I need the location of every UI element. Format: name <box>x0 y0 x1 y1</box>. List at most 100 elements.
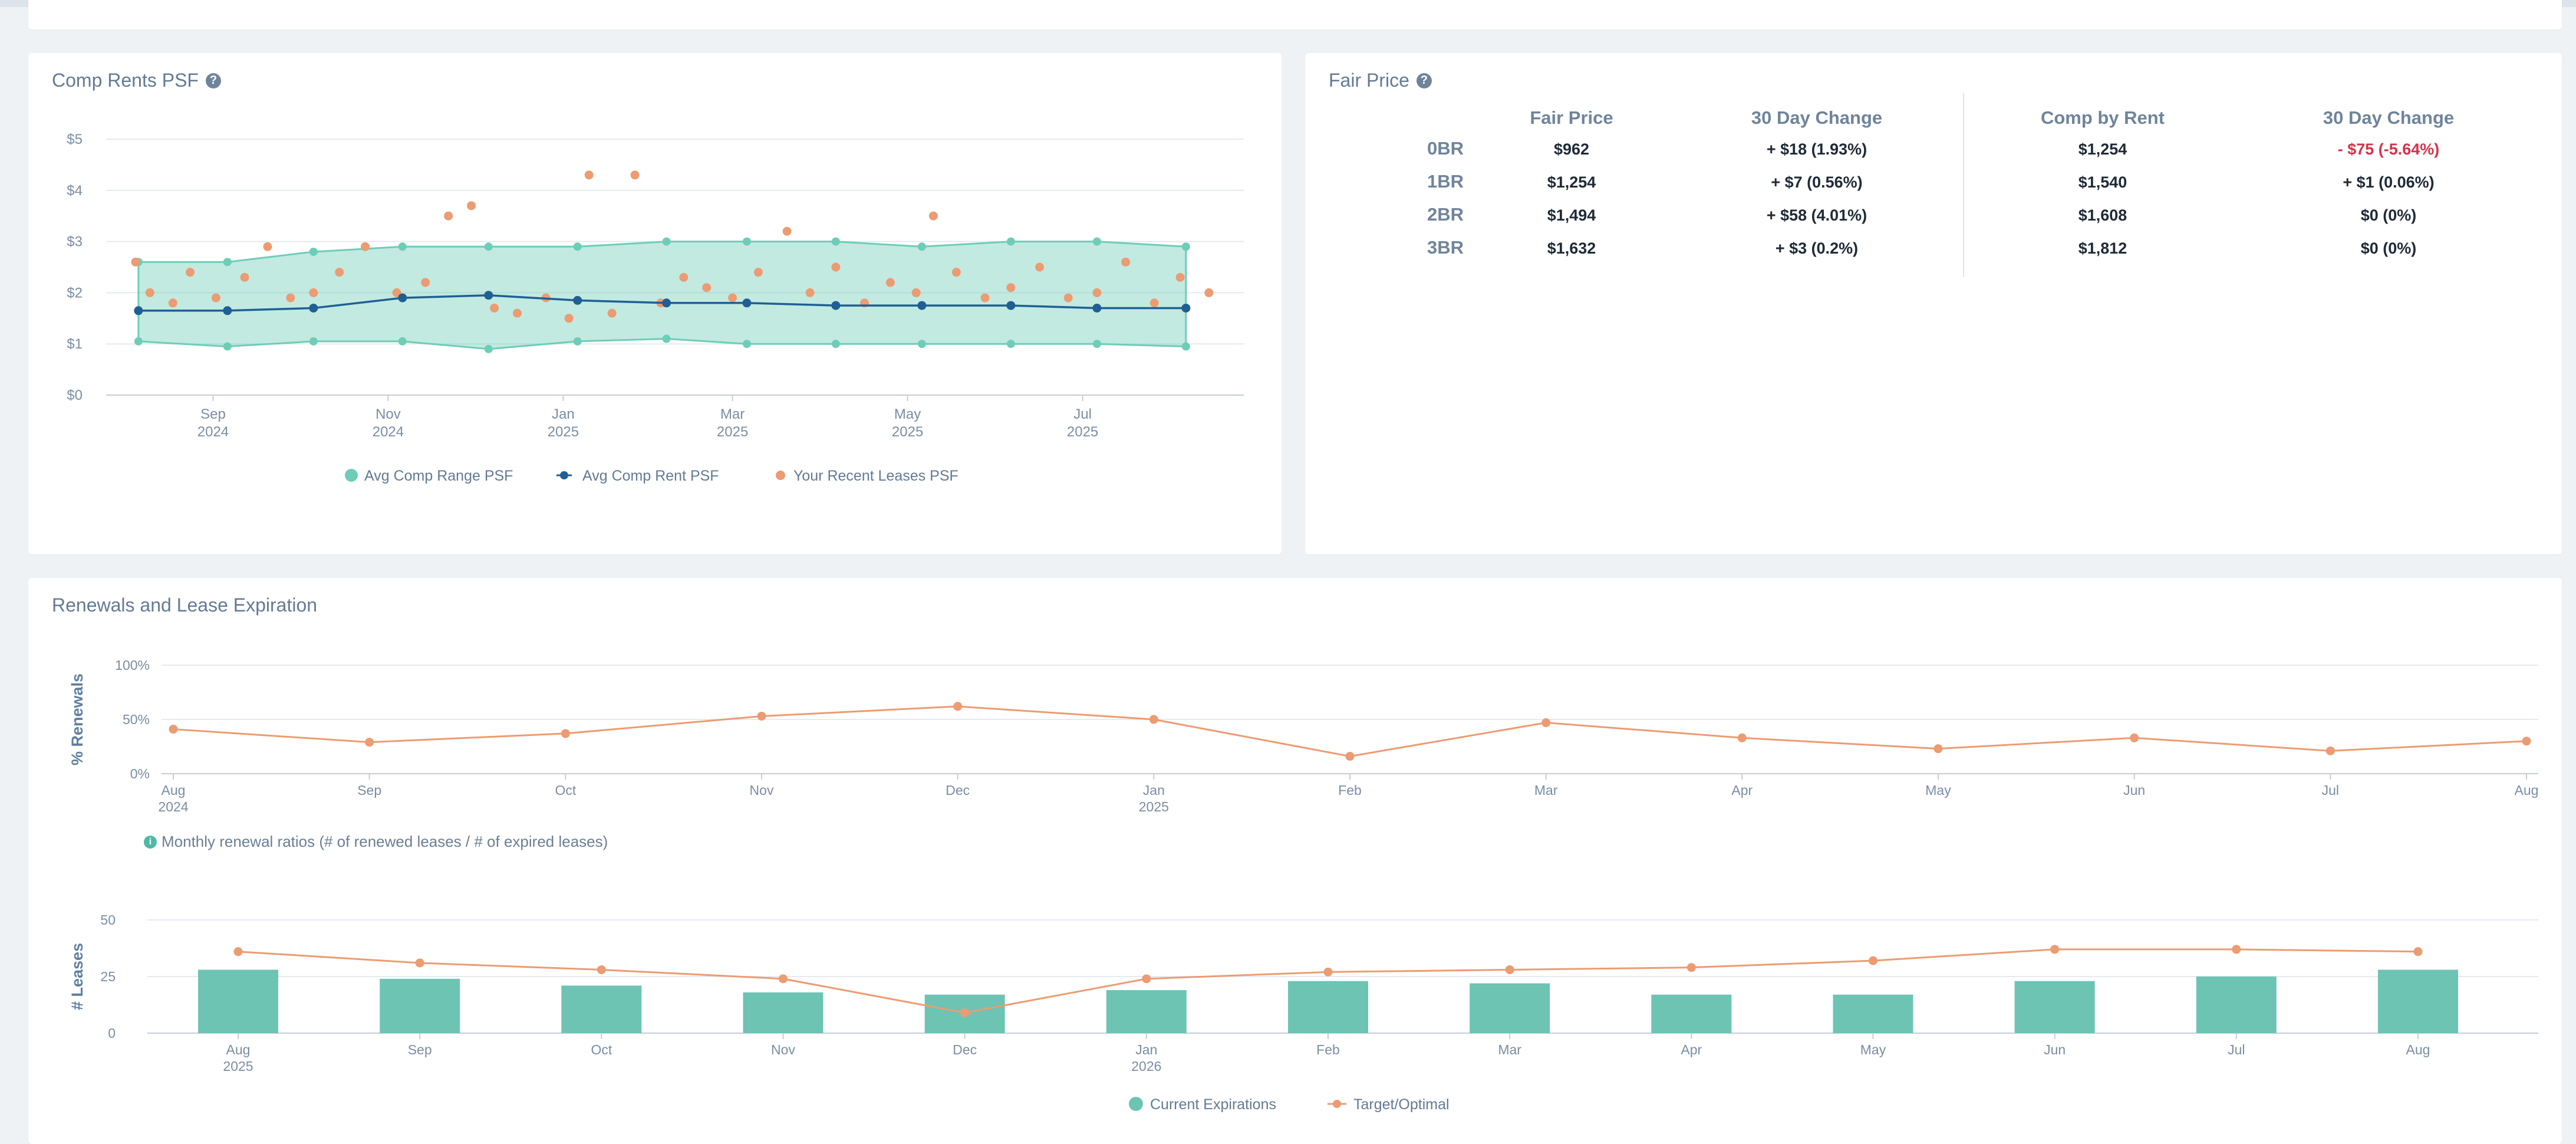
renewal-point <box>1345 752 1355 761</box>
y-tick-label: $5 <box>67 132 83 147</box>
comp-rent-value: $1,812 <box>2078 239 2127 257</box>
fair-price-value: $1,254 <box>1547 173 1596 191</box>
comp-rents-card: Comp Rents PSF ? $0 $1 $2 $3 $4 $5 Sep 2024 Nov 2… <box>28 53 1282 554</box>
expiration-bar <box>1470 983 1550 1033</box>
expiration-bar <box>1651 994 1732 1033</box>
unit-type-label: 1BR <box>1427 171 1464 192</box>
comp-rent-change: $0 (0%) <box>2360 239 2417 257</box>
expiration-bar <box>1106 990 1187 1033</box>
recent-lease-point <box>309 288 318 297</box>
comp-range-point <box>398 242 407 251</box>
x-tick-year: 2026 <box>1131 1058 1161 1074</box>
renewal-point <box>953 702 963 711</box>
renewal-info-note: i Monthly renewal ratios (# of renewed l… <box>144 833 608 851</box>
x-tick-label: May <box>1925 783 1951 798</box>
x-tick-label: Jul <box>1073 406 1092 422</box>
legend-label: Avg Comp Rent PSF <box>582 468 719 484</box>
fair-price-divider <box>1963 93 1964 277</box>
fair-price-title-row: Fair Price ? <box>1329 70 1432 91</box>
x-tick-year: 2025 <box>548 424 579 440</box>
y-tick-label: $4 <box>67 183 83 199</box>
comp-range-point <box>398 337 407 346</box>
recent-lease-point <box>145 288 154 297</box>
recent-lease-point <box>263 242 272 251</box>
x-tick-year: 2025 <box>892 424 923 440</box>
target-point <box>1869 956 1877 965</box>
x-tick-label: Oct <box>555 783 576 798</box>
help-icon[interactable]: ? <box>205 73 221 88</box>
target-point <box>779 974 788 984</box>
expiration-bar <box>2196 977 2277 1033</box>
recent-lease-point <box>286 293 295 303</box>
recent-lease-point <box>1121 257 1131 267</box>
x-tick-label: Feb <box>1316 1042 1340 1057</box>
help-icon[interactable]: ? <box>1416 73 1432 88</box>
recent-lease-point <box>911 288 921 297</box>
x-tick-label: Nov <box>375 406 401 422</box>
recent-lease-point <box>186 268 195 277</box>
target-point <box>2413 947 2423 956</box>
y-tick-label: $3 <box>67 234 83 250</box>
x-tick-label: Jan <box>1143 783 1165 798</box>
recent-lease-point <box>421 278 430 287</box>
comp-range-point <box>223 342 232 351</box>
recent-lease-point <box>753 268 763 277</box>
y-axis-label: # Leases <box>68 943 86 1010</box>
recent-lease-point <box>702 283 711 292</box>
y-tick-label: 0 <box>108 1025 116 1041</box>
expiration-bar <box>561 985 642 1033</box>
recent-lease-point <box>1175 272 1185 282</box>
y-axis-label: % Renewals <box>68 673 86 765</box>
fair-price-change: + $3 (0.2%) <box>1775 239 1859 257</box>
y-tick-label: 50% <box>123 712 150 727</box>
recent-lease-point <box>444 211 453 221</box>
x-tick-label: Apr <box>1681 1042 1702 1057</box>
renewal-line <box>173 705 2527 758</box>
comp-range-point <box>917 242 926 251</box>
fair-price-change: + $58 (4.01%) <box>1766 206 1867 224</box>
recent-lease-point <box>607 308 617 318</box>
y-tick-label: $1 <box>67 336 83 352</box>
legend-label: Target/Optimal <box>1353 1096 1450 1113</box>
avg-comp-rent-point <box>662 298 671 308</box>
recent-lease-point <box>805 288 815 297</box>
x-tick-label: Jan <box>552 406 575 422</box>
comp-range-point <box>573 242 582 251</box>
avg-comp-rent-point <box>1006 301 1016 310</box>
target-point <box>1323 967 1333 977</box>
expiration-bar <box>380 978 460 1033</box>
recent-lease-point <box>584 170 594 180</box>
avg-comp-rent-point <box>1181 303 1191 313</box>
x-tick-label: Sep <box>408 1042 432 1057</box>
y-tick-label: $0 <box>67 387 83 403</box>
x-tick-label: Feb <box>1338 783 1362 798</box>
recent-lease-point <box>467 201 476 211</box>
x-tick-label: May <box>1860 1042 1886 1057</box>
comp-range-point <box>742 237 751 246</box>
recent-lease-point <box>951 268 961 277</box>
x-tick-year: 2025 <box>223 1058 253 1074</box>
recent-lease-point <box>630 170 640 180</box>
recent-lease-point <box>885 278 895 287</box>
comp-range-point <box>917 340 926 349</box>
fair-price-value: $962 <box>1553 140 1590 158</box>
comp-range-point <box>1181 242 1190 251</box>
fair-price-title: Fair Price <box>1329 70 1409 91</box>
comp-range-point <box>134 337 143 346</box>
y-tick-label: 50 <box>100 912 116 928</box>
recent-lease-point <box>392 288 401 297</box>
renewal-point <box>2522 737 2531 746</box>
avg-comp-rent-point <box>831 301 841 310</box>
recent-lease-point <box>1149 298 1159 308</box>
recent-lease-point <box>679 272 689 282</box>
legend-marker-leases <box>776 471 785 480</box>
recent-lease-point <box>490 303 499 313</box>
y-tick-label: 100% <box>115 658 150 673</box>
x-tick-label: Aug <box>2515 783 2539 798</box>
recent-lease-point <box>211 293 220 303</box>
renewal-point <box>2325 746 2335 755</box>
x-tick-label: Mar <box>1498 1042 1521 1057</box>
comp-range-point <box>742 340 751 349</box>
renewal-info-text: Monthly renewal ratios (# of renewed lea… <box>162 833 608 850</box>
